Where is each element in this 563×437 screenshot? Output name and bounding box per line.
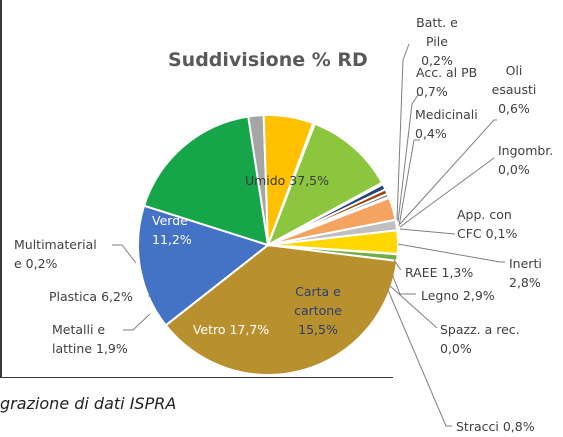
label-oli-line-2: 0,6% [498, 101, 530, 116]
label-app-line-1: CFC 0,1% [457, 226, 517, 241]
label-umido-line-0: Umido 37,5% [245, 173, 329, 188]
label-metalli: Metalli e lattine 1,9% [52, 322, 128, 356]
label-verde: Verde 11,2% [152, 213, 192, 247]
leader-legno [391, 273, 416, 295]
label-carta-line-2: 15,5% [298, 322, 338, 337]
leader-inerti [397, 243, 505, 263]
label-metalli-line-0: Metalli e [52, 322, 105, 337]
label-legno: Legno 2,9% [421, 288, 495, 303]
pie-slices [137, 114, 399, 376]
frame-bottom-border [0, 377, 393, 378]
label-ingombr-line-1: 0,0% [498, 162, 530, 177]
label-metalli-line-1: lattine 1,9% [52, 341, 128, 356]
leader-ingombr [399, 157, 495, 228]
label-ingombr-line-0: Ingombr. [498, 143, 553, 158]
label-inerti-line-1: 2,8% [509, 275, 541, 290]
label-verde-line-0: Verde [152, 213, 188, 228]
leader-stracci [387, 289, 452, 427]
label-batt-line-1: Pile [426, 34, 448, 49]
slice-labels: Umido 37,5% Carta e cartone 15,5% Vetro 17,7… [14, 15, 553, 434]
label-raee-line-0: RAEE 1,3% [405, 265, 473, 280]
leader-spazz [389, 285, 438, 329]
leader-acc [397, 94, 419, 223]
label-plastica-line-0: Plastica 6,2% [49, 289, 133, 304]
label-stracci-line-0: Stracci 0,8% [456, 419, 535, 434]
label-medicinali: Medicinali 0,4% [415, 107, 478, 141]
pie-slice-6 [266, 122, 384, 248]
label-spazz-line-1: 0,0% [440, 341, 472, 356]
label-oli-line-0: Oli [506, 63, 523, 78]
label-raee: RAEE 1,3% [405, 265, 473, 280]
label-vetro-line-0: Vetro 17,7% [193, 322, 269, 337]
leader-multimateriale [112, 244, 137, 264]
label-verde-line-1: 11,2% [152, 232, 192, 247]
pie-slice-0 [164, 243, 399, 376]
label-plastica: Plastica 6,2% [49, 289, 133, 304]
label-vetro: Vetro 17,7% [193, 322, 269, 337]
label-acc-line-1: 0,7% [416, 84, 448, 99]
label-ingombr: Ingombr. 0,0% [498, 143, 553, 177]
label-spazz-line-0: Spazz. a rec. [440, 322, 520, 337]
leader-batt [396, 43, 410, 221]
leader-raee [393, 259, 402, 271]
label-batt-line-0: Batt. e [416, 15, 458, 30]
leader-app [399, 228, 456, 235]
label-acc-line-0: Acc. al PB [416, 65, 477, 80]
label-medicinali-line-1: 0,4% [415, 126, 447, 141]
chart-title: Suddivisione % RD [168, 49, 368, 71]
label-legno-line-0: Legno 2,9% [421, 288, 495, 303]
label-app: App. con CFC 0,1% [457, 207, 517, 241]
label-carta-line-0: Carta e [295, 284, 341, 299]
label-stracci: Stracci 0,8% [456, 419, 535, 434]
label-medicinali-line-0: Medicinali [415, 107, 478, 122]
leader-lines [112, 43, 505, 427]
frame-left-border [0, 0, 2, 378]
pie-slice-17 [267, 244, 399, 262]
label-inerti: Inerti 2,8% [509, 256, 542, 290]
label-oli: Oli esausti 0,6% [492, 63, 537, 116]
label-carta: Carta e cartone 15,5% [294, 284, 342, 337]
label-multimateriale-line-0: Multimaterial [14, 237, 97, 252]
leader-oli [399, 119, 497, 225]
label-batt-line-2: 0,2% [421, 53, 453, 68]
label-oli-line-1: esausti [492, 82, 537, 97]
leader-metalli [123, 313, 151, 331]
label-multimateriale-line-1: e 0,2% [14, 256, 58, 271]
label-acc: Acc. al PB 0,7% [416, 65, 477, 99]
label-umido: Umido 37,5% [245, 173, 329, 188]
pie-slice-2 [142, 115, 270, 247]
label-app-line-0: App. con [457, 207, 512, 222]
label-multimateriale: Multimaterial e 0,2% [14, 237, 97, 271]
label-batt: Batt. e Pile 0,2% [416, 15, 458, 68]
label-inerti-line-0: Inerti [509, 256, 542, 271]
leader-medicinali [398, 139, 420, 227]
label-carta-line-1: cartone [294, 303, 342, 318]
label-spazz: Spazz. a rec. 0,0% [440, 322, 520, 356]
source-caption: grazione di dati ISPRA [0, 394, 177, 413]
